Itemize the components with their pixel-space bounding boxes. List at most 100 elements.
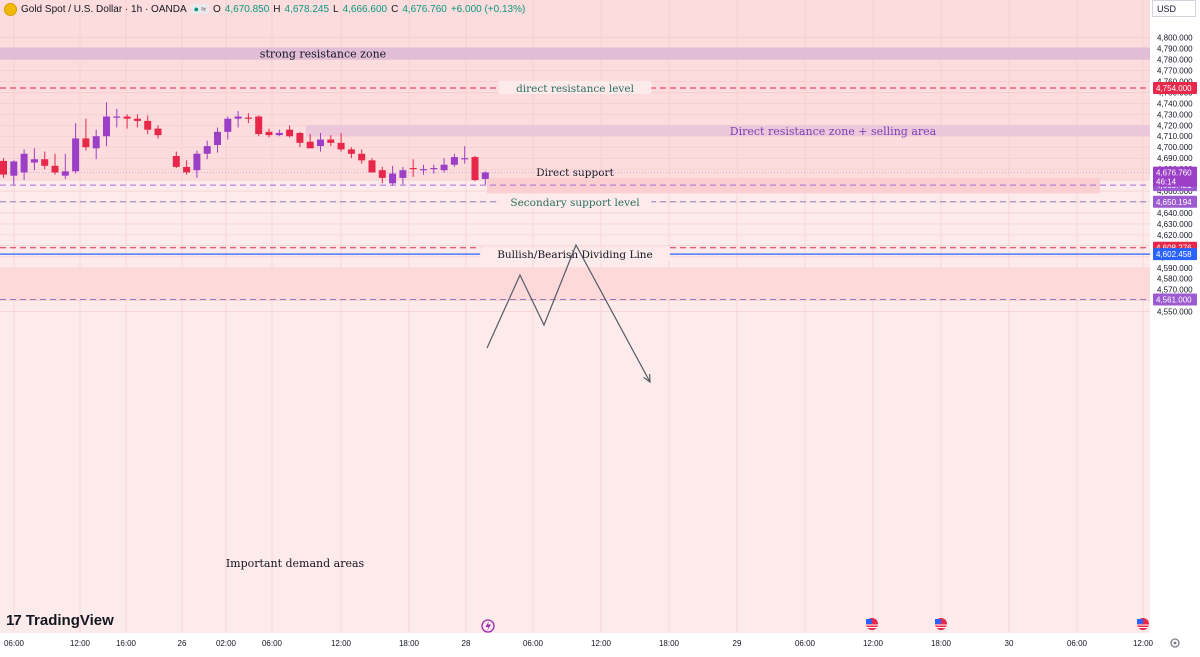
time-tick-label: 06:00 [262,639,283,648]
candle-body[interactable] [461,158,469,160]
symbol-title[interactable]: Gold Spot / U.S. Dollar · 1h · OANDA [21,3,187,15]
candle-body[interactable] [0,160,7,175]
candle-body[interactable] [296,132,304,143]
open-key: O [213,3,221,15]
open-value: 4,670.850 [224,3,270,15]
candle-body[interactable] [317,139,324,147]
time-tick-label: 28 [462,639,471,648]
candle-body[interactable] [203,146,211,154]
candle-body[interactable] [61,171,69,176]
time-axis[interactable]: 06:00 12:00 16:00 26 02:00 06:00 12:00 18:00 28 0… [4,639,1154,648]
candle-body[interactable] [327,139,335,143]
candle-body[interactable] [337,142,345,150]
candle-body[interactable] [144,120,152,130]
candle-body[interactable] [409,168,417,170]
candle-body[interactable] [255,116,263,135]
time-tick-label: 18:00 [931,639,952,648]
price-axis-background [1150,0,1200,652]
price-tick-label: 4,720.000 [1157,121,1193,130]
candle-body[interactable] [92,136,100,149]
candle-body[interactable] [133,118,141,121]
time-tick-label: 02:00 [216,639,237,648]
price-tag [1153,195,1197,208]
lightning-event-icon[interactable] [481,619,495,633]
dot-icon: ● [193,4,200,14]
candle-body[interactable] [224,118,232,132]
candle-body[interactable] [20,153,28,173]
us-flag-icon[interactable] [866,618,878,630]
time-tick-label: 06:00 [4,639,25,648]
candle-body[interactable] [368,160,376,173]
time-tick-label: 12:00 [331,639,352,648]
candle-body[interactable] [123,116,131,119]
us-flag-icon[interactable] [935,618,947,630]
candle-body[interactable] [172,155,180,167]
price-tick-label: 4,780.000 [1157,56,1193,65]
candle-body[interactable] [30,159,38,163]
price-tag-label: 4,650.194 [1156,198,1192,207]
candle-body[interactable] [113,116,121,118]
status-pill[interactable]: ● ≈ [190,4,210,14]
price-tick-label: 4,800.000 [1157,34,1193,43]
time-tick-label: 12:00 [863,639,884,648]
candle-body[interactable] [399,170,407,178]
tradingview-brand[interactable]: 17 TradingView [6,612,114,629]
candle-body[interactable] [440,164,448,171]
price-tag [1153,293,1197,306]
candle-body[interactable] [183,166,191,173]
candle-body[interactable] [265,131,273,136]
us-flag-icon[interactable] [1137,618,1149,630]
candle-body[interactable] [306,141,314,149]
candle-body[interactable] [193,153,201,171]
candle-body[interactable] [214,131,221,146]
candle-body[interactable] [103,116,110,137]
candle-body[interactable] [82,138,90,148]
candle-body[interactable] [389,173,397,184]
time-axis-background [0,633,1150,652]
event-icons [481,618,1180,648]
level-label: Secondary support level [510,197,640,209]
time-tick-label: 26 [178,639,187,648]
countdown-label: 46:14 [1156,178,1177,187]
zone-label: Important demand areas [226,557,365,570]
settings-gear-icon[interactable] [1170,638,1180,648]
candle-body[interactable] [430,168,438,170]
candle-body[interactable] [51,165,59,173]
price-tick-label: 4,770.000 [1157,66,1193,75]
price-tag-label: 4,561.000 [1156,296,1192,305]
projection-path[interactable] [486,243,651,383]
candle-body[interactable] [420,169,427,171]
candle-body[interactable] [347,149,355,154]
zone-band[interactable] [306,125,1150,137]
candle-body[interactable] [72,138,80,172]
price-tag [1153,82,1197,95]
currency-selector[interactable]: USD [1152,0,1196,17]
low-key: L [333,3,339,15]
zone-band[interactable] [0,267,1150,301]
candles-layer [0,102,489,186]
candle-body[interactable] [471,157,479,181]
tradingview-logo-icon: 17 [6,612,22,629]
level-label-bg [498,194,652,208]
zone-band[interactable] [0,47,1150,60]
candle-body[interactable] [450,157,458,165]
candle-body[interactable] [275,132,283,136]
level-label: Bullish/Bearish Dividing Line [497,249,653,261]
time-tick-label: 06:00 [795,639,816,648]
candle-body[interactable] [378,170,386,178]
price-tick-label: 4,630.000 [1157,220,1193,229]
level-label: Direct support [536,167,614,179]
candle-body[interactable] [10,161,18,176]
candle-body[interactable] [41,159,49,166]
candle-body[interactable] [358,153,366,161]
time-tick-label: 12:00 [70,639,91,648]
level-label: direct resistance level [516,83,635,95]
high-key: H [273,3,281,15]
price-tick-label: 4,660.000 [1157,187,1193,196]
candle-body[interactable] [244,117,252,119]
candle-body[interactable] [154,128,162,136]
candle-body[interactable] [481,172,489,179]
candle-body[interactable] [234,116,242,119]
candle-body[interactable] [286,129,294,137]
